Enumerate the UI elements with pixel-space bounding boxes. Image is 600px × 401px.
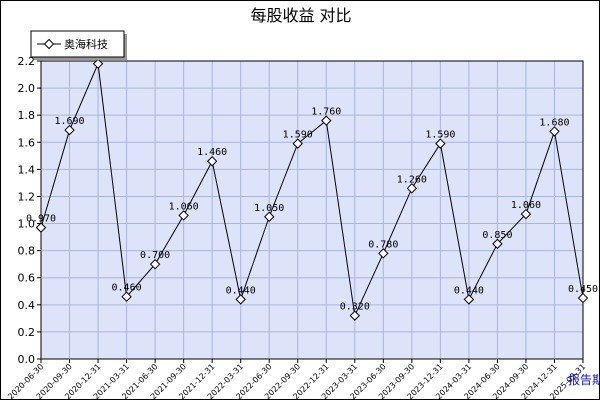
data-point-marker: [520, 208, 532, 220]
y-axis-ticks: 0.0 0.2 0.4 0.6 0.8 1.0 1.2 1.4 1.6 1.8 2.0 2.2: [18, 55, 41, 366]
y-tick-label: 1.0: [18, 218, 36, 231]
y-tick-label: 1.6: [18, 136, 36, 149]
data-label: 1.050: [254, 203, 284, 214]
data-label: 0.460: [112, 283, 142, 294]
y-tick-label: 2.2: [18, 55, 36, 68]
legend: 奥海科技: [30, 30, 127, 60]
data-point-marker: [463, 294, 475, 305]
data-label: 0.700: [140, 250, 170, 261]
y-tick-label: 0.8: [18, 245, 36, 258]
data-label: 0.970: [26, 214, 56, 225]
data-label: 1.760: [311, 107, 341, 118]
data-point-marker: [406, 183, 418, 194]
data-label: 1.590: [283, 130, 313, 141]
data-label: 0.850: [482, 230, 512, 241]
axes: [40, 60, 584, 360]
data-point-marker: [121, 291, 132, 302]
data-label: 1.460: [197, 147, 227, 158]
y-tick-label: 0.6: [18, 272, 36, 285]
plot-border: [40, 60, 584, 360]
data-point-marker: [492, 238, 503, 250]
data-label: 1.590: [425, 130, 455, 141]
y-tick-label: 0.0: [18, 353, 36, 366]
data-point-marker: [92, 58, 104, 69]
data-point-marker: [577, 292, 589, 304]
series-line: 0.970 1.690 0.460 0.700 1.060 1.460 0.440 1.050…: [26, 58, 598, 321]
series-line-path: [40, 61, 584, 318]
x-axis-ticks: 2020-06-302020-09-302020-12-312021-03-31…: [6, 359, 587, 401]
data-label: 1.690: [54, 116, 84, 127]
data-point-marker: [292, 138, 303, 149]
data-label: 1.260: [397, 174, 427, 185]
diamond-marker-icon: [43, 38, 55, 50]
chart-title: 每股收益 对比: [250, 6, 351, 25]
data-label: 1.680: [539, 117, 569, 128]
data-point-marker: [264, 211, 275, 222]
data-point-marker: [178, 210, 189, 221]
y-tick-label: 2.0: [18, 82, 36, 95]
data-label: 0.320: [340, 302, 370, 313]
data-point-marker: [64, 124, 75, 136]
y-tick-label: 1.2: [18, 190, 36, 203]
data-point-marker: [378, 248, 389, 259]
data-label: 1.060: [169, 201, 199, 212]
data-label: 0.450: [568, 284, 598, 295]
y-tick-label: 0.2: [18, 326, 36, 339]
data-point-marker: [149, 258, 161, 270]
data-point-marker: [235, 294, 246, 305]
x-axis-label: 报告期: [568, 372, 600, 387]
data-point-marker: [35, 222, 47, 233]
data-label: 0.440: [454, 285, 484, 296]
data-point-marker: [206, 156, 218, 167]
y-tick-label: 1.4: [18, 163, 36, 176]
data-point-marker: [549, 126, 560, 137]
y-tick-label: 0.4: [18, 299, 36, 312]
data-point-marker: [349, 310, 360, 321]
data-label: 0.780: [368, 239, 398, 250]
data-label: 1.060: [511, 200, 541, 211]
data-point-marker: [321, 115, 332, 126]
legend-entry: 奥海科技: [64, 37, 108, 51]
grid-lines: [40, 60, 584, 360]
y-tick-label: 1.8: [18, 109, 36, 122]
data-point-marker: [435, 138, 446, 149]
data-label: 0.440: [226, 285, 256, 296]
plot-area: [41, 61, 583, 359]
